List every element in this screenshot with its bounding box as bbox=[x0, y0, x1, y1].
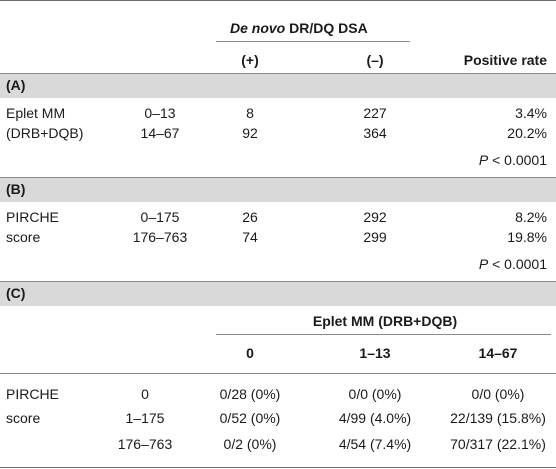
section-b-row-label-1: PIRCHE bbox=[6, 209, 59, 225]
c-row-3-col0: 0/2 (0%) bbox=[223, 436, 277, 452]
c-row-1-range: 0 bbox=[141, 386, 149, 402]
b-row-1-rate: 8.2% bbox=[515, 209, 547, 225]
a-p-value: P < 0.0001 bbox=[420, 151, 547, 169]
c-row-1-col0: 0/28 (0%) bbox=[219, 386, 281, 402]
c-row-3-range: 176–763 bbox=[117, 436, 173, 452]
bottom-rule bbox=[0, 467, 556, 468]
c-col-header-0: 0 bbox=[246, 345, 254, 361]
top-rule bbox=[0, 0, 556, 1]
c-group-header: Eplet MM (DRB+DQB) bbox=[312, 313, 458, 329]
c-row-2-col0: 0/52 (0%) bbox=[219, 410, 281, 426]
a-row-2-pos: 92 bbox=[242, 125, 258, 141]
b-row-2-pos: 74 bbox=[242, 229, 258, 245]
section-c-row-label-1: PIRCHE bbox=[6, 386, 59, 402]
b-p-rest: < 0.0001 bbox=[488, 256, 547, 272]
c-row-3-col1: 4/54 (7.4%) bbox=[338, 436, 412, 452]
a-row-1-pos: 8 bbox=[246, 105, 254, 121]
b-row-1-neg: 292 bbox=[363, 209, 387, 225]
c-group-subrule bbox=[216, 334, 551, 335]
b-row-1-range: 0–175 bbox=[140, 209, 180, 225]
header-rate: Positive rate bbox=[463, 52, 547, 68]
section-a-row-label-2: (DRB+DQB) bbox=[6, 125, 84, 141]
section-a-band-top bbox=[0, 73, 556, 74]
section-c-row-label-2: score bbox=[6, 410, 41, 426]
dsa-title: De novo DR/DQ DSA bbox=[230, 19, 368, 37]
a-row-1-range: 0–13 bbox=[144, 105, 176, 121]
section-c-label: (C) bbox=[6, 285, 26, 301]
section-c-band bbox=[0, 281, 556, 306]
a-row-2-range: 14–67 bbox=[140, 125, 180, 141]
a-row-2-neg: 364 bbox=[363, 125, 387, 141]
a-row-1-rate: 3.4% bbox=[515, 105, 547, 121]
c-col-header-2: 14–67 bbox=[478, 345, 518, 361]
a-p-rest: < 0.0001 bbox=[488, 152, 547, 168]
b-row-1-pos: 26 bbox=[242, 209, 258, 225]
a-row-2-rate: 20.2% bbox=[507, 125, 547, 141]
b-row-2-range: 176–763 bbox=[132, 229, 188, 245]
b-row-2-rate: 19.8% bbox=[507, 229, 547, 245]
c-row-1-col1: 0/0 (0%) bbox=[348, 386, 402, 402]
c-row-2-col1: 4/99 (4.0%) bbox=[338, 410, 412, 426]
c-col-header-1: 1–13 bbox=[359, 345, 391, 361]
header-neg: (–) bbox=[366, 52, 384, 68]
b-p-symbol: P bbox=[478, 256, 489, 272]
section-b-label: (B) bbox=[6, 181, 26, 197]
section-a-band bbox=[0, 73, 556, 98]
section-b-band-top bbox=[0, 177, 556, 178]
c-row-1-col2: 0/0 (0%) bbox=[471, 386, 525, 402]
c-row-2-range: 1–175 bbox=[125, 410, 165, 426]
dsa-title-italic: De novo bbox=[230, 20, 286, 36]
c-row-3-col2: 70/317 (22.1%) bbox=[450, 436, 546, 452]
a-p-symbol: P bbox=[478, 152, 489, 168]
c-header-rule bbox=[0, 373, 556, 374]
c-row-2-col2: 22/139 (15.8%) bbox=[450, 410, 546, 426]
dsa-title-rest: DR/DQ DSA bbox=[285, 20, 368, 36]
dsa-subrule bbox=[216, 41, 410, 42]
a-row-1-neg: 227 bbox=[363, 105, 387, 121]
section-c-band-top bbox=[0, 281, 556, 282]
section-a-row-label-1: Eplet MM bbox=[6, 105, 66, 121]
b-p-value: P < 0.0001 bbox=[420, 255, 547, 273]
header-pos: (+) bbox=[241, 52, 259, 68]
section-b-row-label-2: score bbox=[6, 229, 41, 245]
section-b-band bbox=[0, 177, 556, 202]
b-row-2-neg: 299 bbox=[363, 229, 387, 245]
section-a-label: (A) bbox=[6, 77, 26, 93]
